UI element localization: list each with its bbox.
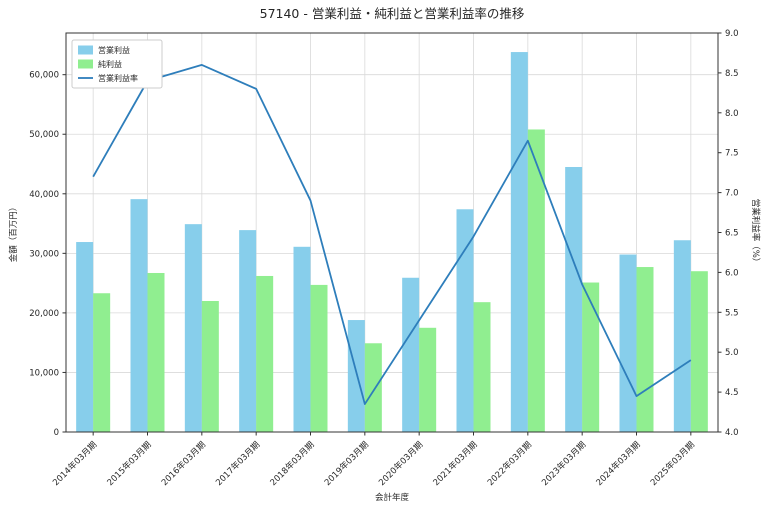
- bar-net-profit: [93, 293, 111, 432]
- line-operating-margin: [92, 64, 692, 405]
- y-tick-label-right: 6.0: [725, 268, 739, 278]
- x-tick-label: 2022年03月期: [485, 439, 534, 488]
- bar-operating-profit: [619, 254, 637, 432]
- bar-operating-profit: [347, 320, 365, 432]
- x-axis-label: 会計年度: [375, 492, 410, 503]
- x-tick-label: 2021年03月期: [431, 439, 480, 488]
- y-tick-label-right: 8.5: [725, 69, 739, 79]
- bar-net-profit: [690, 271, 708, 432]
- y-tick-label-left: 0: [54, 428, 59, 438]
- bar-operating-profit: [402, 277, 420, 432]
- legend-box: [71, 39, 163, 89]
- bar-operating-profit: [130, 199, 148, 432]
- y-tick-label-right: 5.5: [725, 308, 739, 318]
- y-tick-label-right: 4.5: [725, 388, 739, 398]
- bar-net-profit: [201, 300, 219, 432]
- x-tick-label: 2023年03月期: [540, 439, 589, 488]
- bar-net-profit: [473, 302, 491, 432]
- bar-operating-profit: [456, 209, 474, 432]
- x-tick-label: 2016年03月期: [159, 439, 208, 488]
- y-tick-label-left: 50,000: [29, 130, 59, 140]
- bar-operating-profit: [293, 246, 311, 432]
- bar-net-profit: [310, 284, 328, 432]
- x-tick-label: 2024年03月期: [594, 439, 643, 488]
- legend-label: 営業利益: [98, 45, 130, 55]
- bar-operating-profit: [184, 224, 202, 432]
- bar-net-profit: [636, 267, 654, 432]
- bar-operating-profit: [239, 230, 257, 432]
- x-tick-label: 2014年03月期: [51, 439, 100, 488]
- y-tick-label-right: 9.0: [725, 29, 739, 39]
- y-tick-label-left: 40,000: [29, 190, 59, 200]
- y-tick-label-right: 7.0: [725, 189, 739, 199]
- chart-title: 57140 - 営業利益・純利益と営業利益率の推移: [260, 6, 525, 21]
- plot-background: [66, 33, 718, 432]
- bar-net-profit: [147, 272, 165, 432]
- y-axis-label-right: 営業利益率（%）: [750, 199, 761, 267]
- y-tick-label-left: 10,000: [29, 368, 59, 378]
- legend-label: 純利益: [98, 59, 122, 69]
- bar-operating-profit: [76, 242, 94, 432]
- y-tick-label-left: 60,000: [29, 71, 59, 81]
- legend-label: 営業利益率: [98, 73, 138, 83]
- y-tick-label-left: 20,000: [29, 309, 59, 319]
- y-tick-label-right: 5.0: [725, 348, 739, 358]
- x-tick-label: 2019年03月期: [322, 439, 371, 488]
- bar-operating-profit: [565, 166, 583, 432]
- y-tick-label-right: 7.5: [725, 149, 739, 159]
- y-tick-label-right: 8.0: [725, 109, 739, 119]
- bar-net-profit: [256, 275, 274, 432]
- bar-net-profit: [582, 282, 600, 432]
- bar-net-profit: [364, 343, 382, 432]
- x-tick-label: 2017年03月期: [214, 439, 263, 488]
- legend-swatch-net-profit: [78, 59, 93, 69]
- bar-net-profit: [527, 129, 545, 433]
- x-tick-label: 2025年03月期: [648, 439, 697, 488]
- x-tick-label: 2018年03月期: [268, 439, 317, 488]
- bar-net-profit: [419, 327, 437, 432]
- y-axis-label-left: 金額（百万円）: [8, 203, 19, 263]
- bar-operating-profit: [673, 240, 691, 432]
- x-tick-label: 2020年03月期: [377, 439, 426, 488]
- legend-swatch-operating-profit: [78, 45, 93, 55]
- x-tick-label: 2015年03月期: [105, 439, 154, 488]
- y-tick-label-left: 30,000: [29, 249, 59, 259]
- y-tick-label-right: 6.5: [725, 229, 739, 239]
- y-tick-label-right: 4.0: [725, 428, 739, 438]
- bar-operating-profit: [510, 52, 528, 433]
